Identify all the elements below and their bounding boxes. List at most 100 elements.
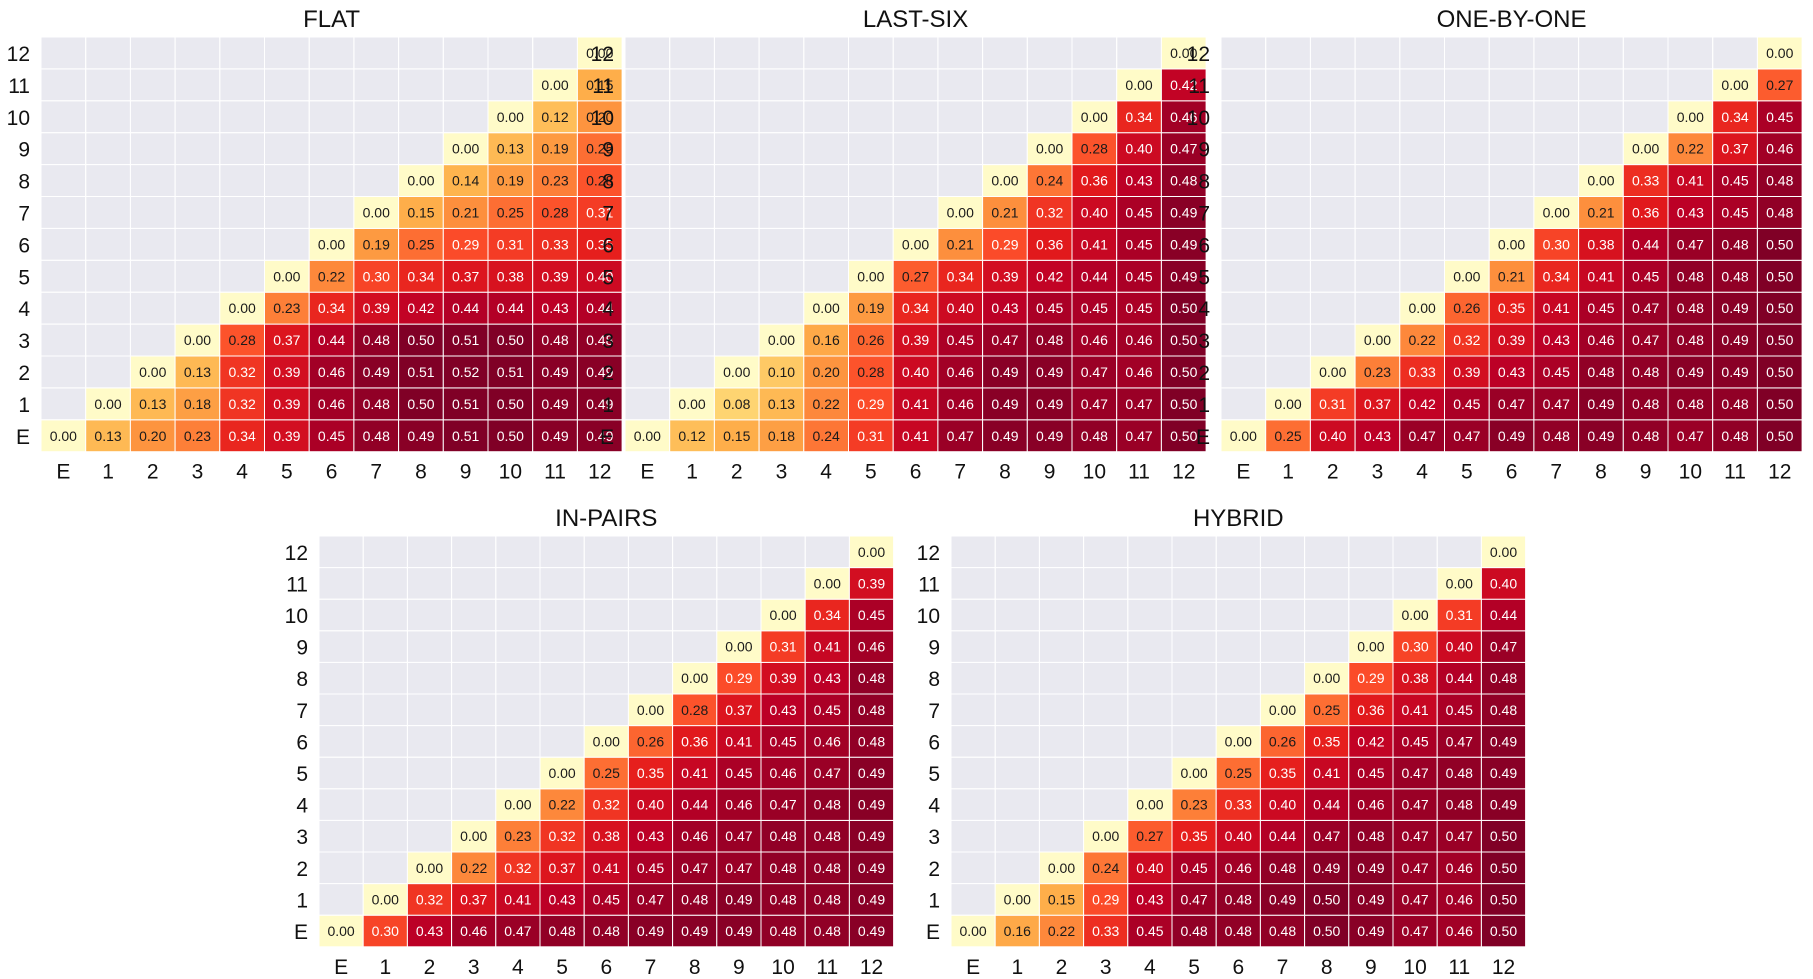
hybrid-y-tick-label: 7 (928, 700, 940, 723)
hybrid-cell (1436, 693, 1482, 727)
in-pairs-x-tick-label: 12 (860, 956, 883, 979)
last-six-cell-label: 0.39 (991, 268, 1018, 284)
last-six-cell (848, 419, 894, 453)
last-six-cell (982, 355, 1028, 389)
hybrid-cell-label: 0.49 (1269, 891, 1296, 907)
hybrid-cell (1348, 661, 1394, 695)
in-pairs-cell-label: 0.45 (593, 891, 620, 907)
last-six-cell (1160, 132, 1207, 166)
hybrid-x-tick-label: E (966, 956, 980, 979)
flat-x-tick-label: 2 (147, 461, 159, 484)
one-by-one-cell-label: 0.30 (1543, 236, 1570, 252)
last-six-y-tick-label: 3 (602, 330, 614, 353)
last-six-cell-label: 0.13 (768, 396, 795, 412)
last-six-cell-label: 0.40 (1125, 141, 1152, 157)
hybrid-cell (1480, 693, 1527, 727)
flat-x-tick-label: 8 (415, 461, 427, 484)
one-by-one-cell-label: 0.35 (1498, 300, 1525, 316)
one-by-one-cell-label: 0.44 (1632, 236, 1659, 252)
last-six-cell-label: 0.42 (1036, 268, 1063, 284)
hybrid-cell-label: 0.47 (1180, 891, 1207, 907)
hybrid-cell-label: 0.30 (1401, 639, 1428, 655)
in-pairs-cell-label: 0.47 (725, 860, 752, 876)
hybrid-cell (1436, 661, 1482, 695)
hybrid-cell (1392, 725, 1438, 758)
hybrid-cell-label: 0.49 (1490, 733, 1517, 749)
last-six-x-tick-label: 1 (686, 461, 698, 484)
last-six-cell-label: 0.47 (991, 332, 1018, 348)
in-pairs-cell-label: 0.39 (769, 670, 796, 686)
in-pairs-cell-label: 0.00 (548, 765, 575, 781)
flat-y-tick-label: 9 (18, 139, 30, 162)
one-by-one-cell (1667, 227, 1714, 261)
in-pairs-cell-label: 0.39 (858, 575, 885, 591)
flat-cell (576, 227, 623, 261)
one-by-one-x-tick-label: E (1236, 461, 1250, 484)
one-by-one-cell-label: 0.00 (1587, 173, 1614, 189)
flat-cell-label: 0.00 (497, 109, 524, 125)
hybrid-cell-label: 0.00 (1004, 891, 1031, 907)
in-pairs-cell-label: 0.00 (725, 639, 752, 655)
flat-cell-label: 0.00 (363, 204, 390, 220)
flat-cell-label: 0.21 (452, 204, 479, 220)
hybrid-y-tick-label: 1 (928, 889, 940, 912)
flat-cell (398, 259, 444, 293)
flat-cell (264, 419, 310, 453)
flat-y-tick-label: 10 (7, 107, 30, 130)
hybrid-cell (1348, 756, 1394, 790)
last-six-cell-label: 0.48 (1036, 332, 1063, 348)
flat-cell-label: 0.32 (229, 364, 256, 380)
last-six-x-tick-label: 12 (1172, 461, 1195, 484)
one-by-one-x-tick-label: 8 (1595, 461, 1607, 484)
last-six-cell (758, 323, 805, 357)
in-pairs-cell-label: 0.45 (725, 765, 752, 781)
last-six-cell-label: 0.49 (991, 396, 1018, 412)
hybrid-cell-label: 0.47 (1401, 891, 1428, 907)
flat-cell-label: 0.51 (452, 396, 479, 412)
one-by-one-cell (1667, 323, 1714, 357)
hybrid-cell-label: 0.45 (1446, 702, 1473, 718)
hybrid-cell (1480, 756, 1527, 790)
hybrid-cell-label: 0.33 (1092, 923, 1119, 939)
one-by-one-cell-label: 0.40 (1319, 428, 1346, 444)
flat-cell-label: 0.50 (497, 396, 524, 412)
flat-cell-label: 0.49 (586, 396, 613, 412)
hybrid-cell-label: 0.23 (1180, 797, 1207, 813)
heatmap-panel-flat: 0.00 0.13 0.20 0.23 0.34 0.39 0.45 0.48 0.49 0.51… (7, 6, 623, 484)
in-pairs-cell (716, 914, 762, 948)
last-six-cell (937, 323, 984, 357)
flat-cell-label: 0.50 (497, 428, 524, 444)
last-six-cell-label: 0.50 (1170, 428, 1197, 444)
last-six-cell (713, 419, 760, 453)
in-pairs-cell-label: 0.47 (769, 797, 796, 813)
one-by-one-cell-label: 0.39 (1498, 332, 1525, 348)
last-six-cell-label: 0.45 (1036, 300, 1063, 316)
one-by-one-y-tick-label: 11 (1188, 75, 1210, 98)
flat-x-tick-label: 10 (499, 461, 522, 484)
flat-cell-label: 0.31 (497, 236, 524, 252)
hybrid-x-tick-label: 6 (1232, 956, 1244, 979)
last-six-cell-label: 0.49 (991, 428, 1018, 444)
last-six-cell-label: 0.41 (1081, 236, 1108, 252)
in-pairs-cell-label: 0.00 (416, 860, 443, 876)
last-six-x-tick-label: 7 (954, 461, 966, 484)
flat-cell-label: 0.52 (452, 364, 479, 380)
in-pairs-cell-label: 0.49 (858, 923, 885, 939)
hybrid-cell-label: 0.00 (1180, 765, 1207, 781)
last-six-x-tick-label: 9 (1044, 461, 1056, 484)
last-six-cell (982, 323, 1028, 357)
flat-cell (442, 196, 489, 229)
flat-cell (442, 259, 489, 293)
in-pairs-y-tick-label: 10 (285, 605, 308, 628)
in-pairs-cell-label: 0.41 (681, 765, 708, 781)
hybrid-y-tick-label: 10 (917, 605, 940, 628)
in-pairs-cell-label: 0.38 (593, 828, 620, 844)
last-six-cell-label: 0.42 (1170, 77, 1197, 93)
heatmap-panel-last-six: 0.00 0.12 0.15 0.18 0.24 0.31 0.41 0.47 0.49 0.49… (591, 6, 1207, 484)
flat-cell-label: 0.20 (586, 109, 613, 125)
one-by-one-cell-label: 0.41 (1677, 173, 1704, 189)
flat-x-tick-label: 5 (281, 461, 293, 484)
hybrid-cell (1304, 914, 1350, 948)
last-six-cell-label: 0.34 (947, 268, 974, 284)
hybrid-cell-label: 0.46 (1446, 860, 1473, 876)
